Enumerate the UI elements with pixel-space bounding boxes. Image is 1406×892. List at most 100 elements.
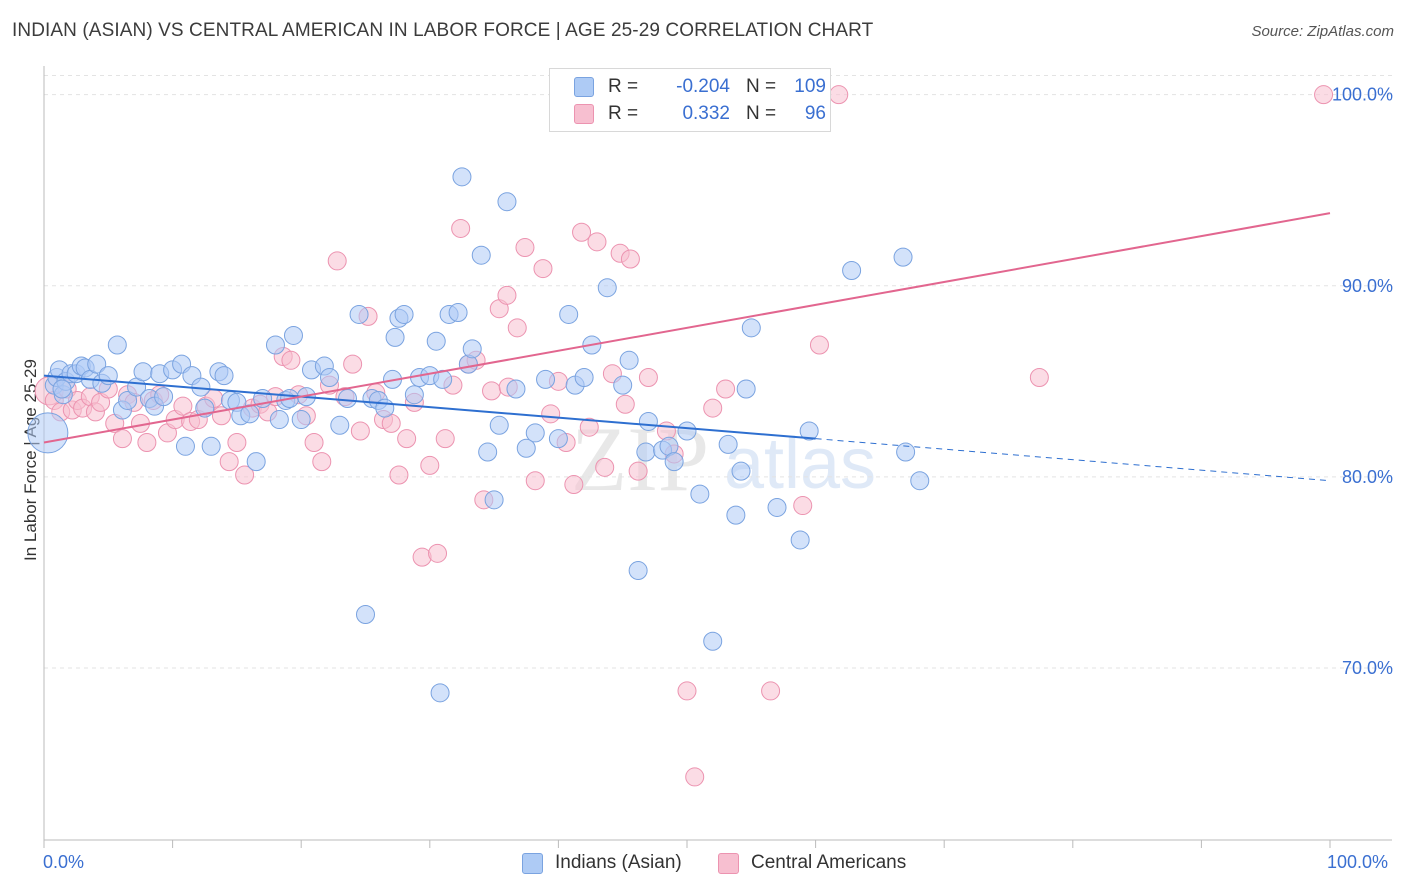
central-americans-point bbox=[677, 681, 697, 701]
indians-asian-point bbox=[790, 530, 810, 550]
indians-asian-point bbox=[471, 245, 491, 265]
y-tick-label: 90.0% bbox=[1342, 276, 1393, 296]
central-americans-point bbox=[304, 432, 324, 452]
indians-asian-point bbox=[910, 471, 930, 491]
indians-asian-point bbox=[52, 379, 72, 399]
central-americans-point bbox=[420, 455, 440, 475]
central-americans-point bbox=[525, 471, 545, 491]
indians-asian-point bbox=[154, 387, 174, 407]
indians-asian-point bbox=[356, 604, 375, 624]
indians-asian-point bbox=[497, 192, 517, 212]
central-americans-point bbox=[219, 452, 239, 472]
indians-asian-point bbox=[133, 362, 153, 382]
central-americans-point bbox=[515, 238, 535, 258]
indians-asian-point bbox=[265, 335, 285, 355]
n-value: 96 bbox=[804, 103, 826, 124]
central-americans-point bbox=[541, 404, 561, 424]
grid-lines bbox=[44, 75, 1392, 669]
indians-asian-point bbox=[201, 436, 221, 456]
indians-asian-point bbox=[375, 398, 395, 418]
central-americans-point bbox=[389, 465, 409, 485]
indians-asian-point bbox=[27, 412, 69, 454]
central-americans-point bbox=[312, 452, 332, 472]
n-value: 109 bbox=[794, 76, 826, 97]
indians-asian-point bbox=[718, 434, 738, 454]
indians-asian-point bbox=[452, 167, 472, 187]
central-americans-trend-line bbox=[43, 212, 1331, 444]
y-tick-label: 100.0% bbox=[1332, 85, 1393, 105]
central-americans-point bbox=[227, 432, 247, 452]
indians-asian-point bbox=[896, 442, 916, 462]
r-label: R = bbox=[608, 76, 639, 97]
indians-asian-point bbox=[690, 484, 710, 504]
indians-asian-point bbox=[536, 369, 556, 389]
indians-asian-point bbox=[559, 304, 579, 324]
y-tick-label: 70.0% bbox=[1342, 658, 1393, 678]
legend-row-central-americans: R = 0.332 N = 96 bbox=[574, 101, 826, 127]
indians-asian-point bbox=[736, 379, 756, 399]
indians-asian-point bbox=[349, 304, 369, 324]
indians-trend-line bbox=[43, 374, 816, 440]
indians-asian-point bbox=[214, 366, 234, 386]
indians-asian-point bbox=[726, 505, 746, 525]
r-value: -0.204 bbox=[676, 76, 730, 97]
central-americans-point bbox=[809, 335, 829, 355]
central-americans-point bbox=[628, 461, 648, 481]
central-americans-point bbox=[1314, 85, 1334, 105]
central-americans-point bbox=[615, 394, 635, 414]
legend-item-central-americans[interactable]: Central Americans bbox=[718, 852, 906, 874]
indians-asian-point bbox=[426, 331, 446, 351]
r-label: R = bbox=[608, 103, 639, 124]
indians-asian-point bbox=[574, 368, 594, 388]
chart-title: INDIAN (ASIAN) VS CENTRAL AMERICAN IN LA… bbox=[12, 20, 874, 41]
central-americans-point bbox=[327, 251, 347, 271]
central-americans-point bbox=[1029, 368, 1049, 388]
central-americans-point bbox=[638, 368, 658, 388]
indians-asian-point bbox=[636, 442, 656, 462]
trend-lines bbox=[43, 212, 1331, 482]
central-americans-point bbox=[235, 465, 255, 485]
indians-asian-point bbox=[613, 375, 633, 395]
indians-asian-point bbox=[597, 278, 617, 298]
y-tick-labels: 70.0% 80.0% 90.0% 100.0% bbox=[1332, 85, 1393, 678]
n-label: N = bbox=[746, 76, 777, 97]
central-americans-points bbox=[34, 85, 1334, 787]
indians-asian-point bbox=[385, 327, 405, 347]
indians-asian-point bbox=[246, 452, 266, 472]
central-americans-point bbox=[761, 681, 781, 701]
indians-asian-point bbox=[175, 436, 195, 456]
indians-asian-point bbox=[842, 260, 862, 280]
indians-asian-point bbox=[677, 421, 697, 441]
central-americans-point bbox=[587, 232, 607, 252]
indians-asian-point bbox=[489, 415, 509, 435]
indians-asian-point bbox=[703, 631, 723, 651]
central-americans-point bbox=[572, 222, 592, 242]
central-americans-point bbox=[451, 218, 471, 238]
central-americans-point bbox=[579, 417, 599, 437]
central-americans-point bbox=[281, 350, 301, 370]
indians-asian-point bbox=[664, 452, 684, 472]
central-americans-point bbox=[829, 85, 849, 105]
central-americans-point bbox=[343, 354, 363, 374]
indians-asian-point bbox=[430, 683, 450, 703]
r-value: 0.332 bbox=[682, 103, 730, 124]
indians-asian-point bbox=[330, 415, 350, 435]
indians-legend-label: Indians (Asian) bbox=[555, 852, 682, 873]
indians-asian-point bbox=[638, 411, 658, 431]
central-americans-legend-swatch bbox=[718, 852, 739, 874]
indians-legend-swatch bbox=[522, 852, 543, 874]
central-americans-point bbox=[482, 381, 502, 401]
indians-asian-point bbox=[516, 438, 536, 458]
central-americans-point bbox=[173, 396, 193, 416]
indians-asian-point bbox=[619, 350, 639, 370]
indians-asian-point bbox=[525, 423, 545, 443]
central-americans-point bbox=[685, 767, 705, 787]
indians-asian-point bbox=[484, 490, 504, 510]
indians-asian-point bbox=[448, 303, 468, 323]
n-label: N = bbox=[746, 103, 777, 124]
indians-asian-point bbox=[394, 304, 414, 324]
legend-item-indians[interactable]: Indians (Asian) bbox=[522, 852, 682, 874]
central-americans-point bbox=[428, 543, 448, 563]
indians-asian-point bbox=[741, 318, 761, 338]
